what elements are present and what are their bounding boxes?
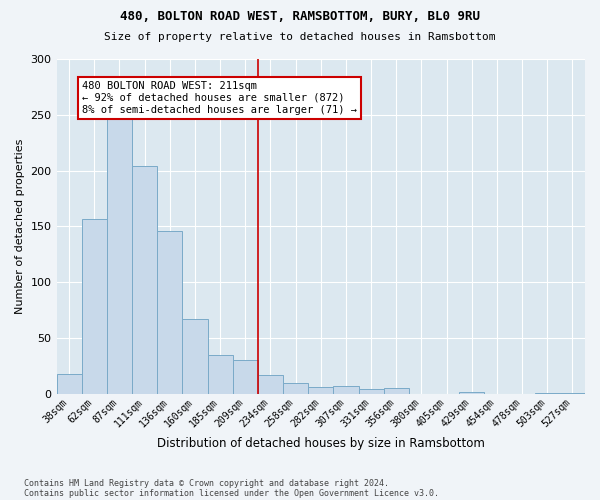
Text: Size of property relative to detached houses in Ramsbottom: Size of property relative to detached ho… xyxy=(104,32,496,42)
Bar xyxy=(233,360,258,394)
Bar xyxy=(258,375,283,394)
Bar xyxy=(359,390,383,394)
Bar xyxy=(535,393,560,394)
Text: Contains public sector information licensed under the Open Government Licence v3: Contains public sector information licen… xyxy=(24,488,439,498)
Bar xyxy=(459,392,484,394)
Bar xyxy=(56,374,82,394)
Bar xyxy=(157,231,182,394)
Bar xyxy=(334,386,359,394)
Bar xyxy=(82,218,107,394)
Bar xyxy=(560,393,585,394)
Y-axis label: Number of detached properties: Number of detached properties xyxy=(15,139,25,314)
X-axis label: Distribution of detached houses by size in Ramsbottom: Distribution of detached houses by size … xyxy=(157,437,485,450)
Text: 480, BOLTON ROAD WEST, RAMSBOTTOM, BURY, BL0 9RU: 480, BOLTON ROAD WEST, RAMSBOTTOM, BURY,… xyxy=(120,10,480,23)
Bar xyxy=(208,355,233,394)
Bar xyxy=(132,166,157,394)
Bar xyxy=(182,319,208,394)
Bar xyxy=(283,382,308,394)
Bar xyxy=(107,114,132,394)
Text: Contains HM Land Registry data © Crown copyright and database right 2024.: Contains HM Land Registry data © Crown c… xyxy=(24,478,389,488)
Bar xyxy=(308,387,334,394)
Bar xyxy=(383,388,409,394)
Text: 480 BOLTON ROAD WEST: 211sqm
← 92% of detached houses are smaller (872)
8% of se: 480 BOLTON ROAD WEST: 211sqm ← 92% of de… xyxy=(82,82,357,114)
